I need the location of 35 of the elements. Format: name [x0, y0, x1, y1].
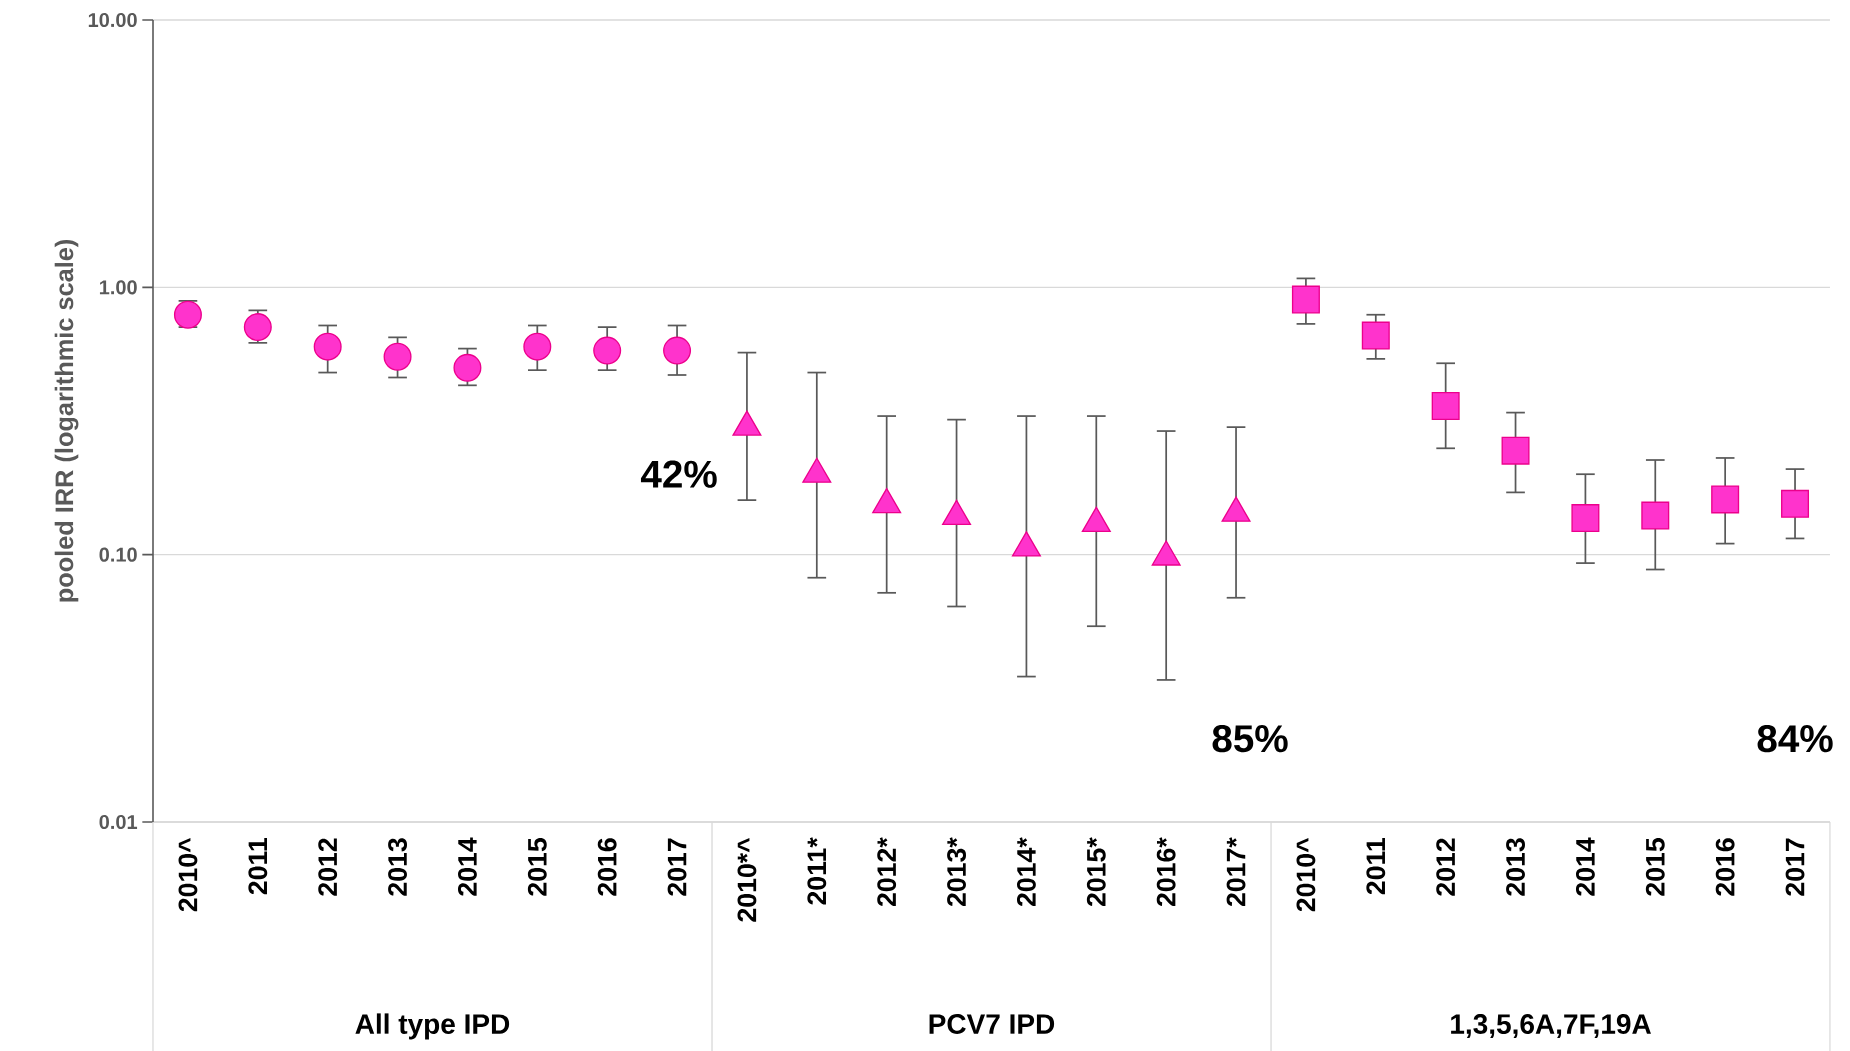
x-tick-label: 2013*: [947, 837, 966, 907]
annotation: 85%: [1212, 724, 1288, 753]
y-tick-label: 10.00: [88, 12, 137, 28]
x-tick-label: 2010*^: [737, 837, 757, 922]
y-tick-label: 0.10: [99, 547, 137, 562]
x-tick-label: 2012: [1436, 838, 1456, 896]
x-tick-label: 2016: [597, 838, 617, 896]
x-tick-label: 2016*: [1156, 837, 1176, 907]
annotation: 84%: [1757, 724, 1833, 753]
x-tick-label: 2014*: [1016, 837, 1036, 907]
x-tick-label: 2015: [527, 838, 547, 896]
x-tick-label: 2012*: [877, 837, 897, 907]
x-tick-label: 2017: [667, 838, 687, 896]
y-tick-label: 0.01: [99, 814, 138, 830]
x-tick-label: 2014: [458, 837, 477, 896]
x-tick-label: 2010^: [178, 837, 198, 912]
x-tick-label: 2010^: [1296, 837, 1316, 912]
y-axis-title: pooled IRR (logarithmic scale): [54, 239, 79, 602]
x-tick-label: 2015: [1645, 838, 1665, 896]
x-tick-label: 2014: [1575, 837, 1595, 896]
x-tick-label: 2017: [1785, 838, 1805, 896]
text: PCV7 IPD: [929, 1014, 1055, 1034]
x-tick-label: 2011: [248, 838, 268, 895]
x-tick-label: 2013: [388, 838, 408, 896]
x-tick-label: 2011: [1366, 838, 1386, 895]
x-tick-label: 2013: [1506, 838, 1525, 896]
x-tick-label: 2012: [318, 838, 338, 896]
x-tick-label: 2016: [1715, 838, 1735, 896]
text: 1,3,5,6A,7F,19A: [1451, 1014, 1651, 1038]
x-tick-label: 2011*: [807, 837, 827, 905]
x-tick-label: 2015*: [1086, 837, 1106, 907]
y-tick-label: 1.00: [99, 280, 137, 295]
annotation: 42%: [640, 460, 717, 488]
x-tick-label: 2017*: [1226, 837, 1246, 907]
text: All type IPD: [355, 1013, 510, 1040]
